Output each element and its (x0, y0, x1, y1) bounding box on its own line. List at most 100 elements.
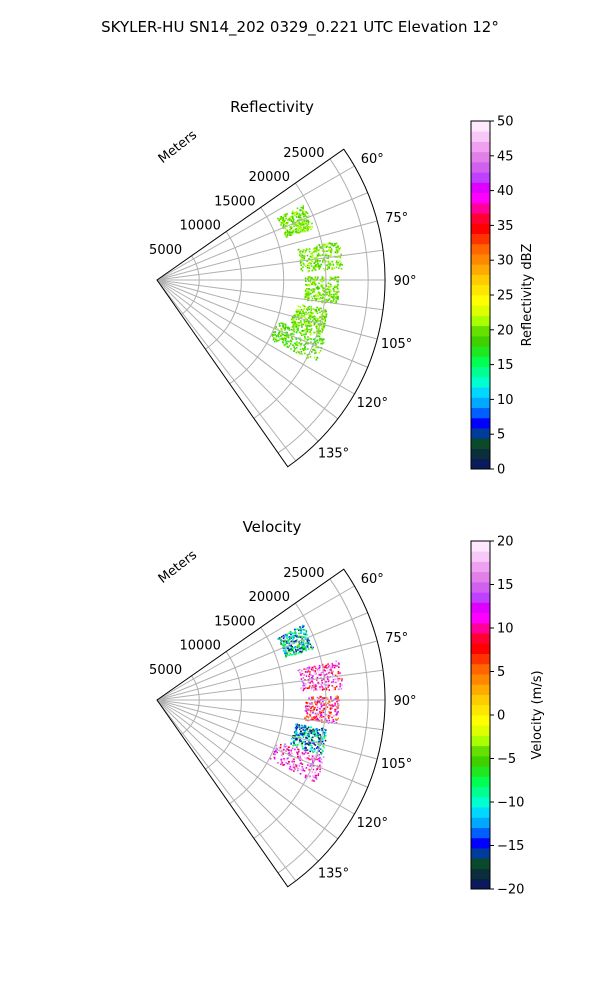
echo-gate (292, 741, 295, 744)
echo-gate (287, 346, 290, 349)
colorbar-segment (471, 274, 490, 286)
echo-gate (307, 228, 309, 230)
echo-gate (328, 664, 331, 667)
echo-gate (286, 342, 288, 345)
echo-gate (298, 739, 301, 741)
echo-gate (313, 267, 315, 269)
echo-gate (293, 766, 295, 769)
echo-gate (322, 715, 325, 718)
echo-gate (321, 254, 324, 256)
echo-gate (310, 329, 312, 331)
radial-gridline (156, 585, 355, 701)
echo-gate (291, 316, 294, 319)
echo-gate (309, 337, 311, 340)
echo-gate (318, 308, 320, 311)
echo-gate (283, 326, 286, 328)
echo-gate (301, 323, 303, 325)
echo-gate (286, 642, 288, 644)
echo-gate (334, 704, 337, 707)
echo-gate (306, 229, 309, 232)
echo-gate (282, 218, 285, 221)
echo-gate (321, 719, 323, 721)
echo-gate (307, 644, 309, 646)
echo-gate (316, 324, 318, 326)
echo-gate (288, 768, 291, 770)
echo-gate (314, 728, 316, 731)
echo-gate (286, 332, 289, 334)
echo-gate (321, 342, 324, 345)
echo-gate (283, 636, 286, 638)
echo-gate (306, 757, 309, 759)
echo-gate (316, 702, 318, 704)
echo-gate (311, 283, 313, 285)
echo-gate (288, 642, 290, 645)
echo-gate (301, 256, 304, 259)
echo-gate (293, 323, 296, 325)
echo-gate (290, 749, 293, 752)
echo-gate (302, 315, 304, 318)
echo-gate (339, 263, 342, 266)
echo-gate (319, 330, 321, 333)
echo-gate (316, 245, 318, 248)
echo-gate (288, 751, 290, 754)
echo-gate (288, 761, 290, 763)
colorbar-segment (471, 254, 490, 265)
echo-gate (293, 349, 296, 351)
echo-gate (313, 665, 316, 668)
echo-gate (316, 701, 318, 703)
echo-gate (309, 356, 312, 358)
echo-gate (337, 707, 339, 709)
range-tick-label: 10000 (180, 639, 221, 654)
echo-gate (296, 628, 299, 630)
echo-gate (288, 648, 291, 651)
echo-gate (305, 705, 307, 708)
echo-gate (322, 324, 325, 327)
colorbar-segment (471, 325, 490, 337)
echo-gate (319, 247, 322, 249)
colorbar-segment (471, 776, 490, 788)
echo-gate (323, 666, 325, 668)
colorbar-tick-label: 0 (497, 463, 505, 478)
echo-gate (340, 688, 343, 690)
echo-gate (305, 705, 307, 707)
echo-gate (316, 294, 319, 296)
echo-gate (327, 702, 329, 705)
echo-gate (293, 213, 296, 216)
echo-gate (294, 646, 296, 648)
echo-gate (304, 337, 307, 340)
echo-gate (281, 754, 283, 756)
echo-gate (307, 284, 309, 287)
echo-gate (290, 748, 293, 751)
radial-gridline (156, 165, 355, 281)
echo-gate (294, 315, 296, 317)
echo-gate (284, 336, 286, 338)
echo-gate (300, 351, 303, 353)
echo-gate (330, 681, 333, 683)
echo-gate (318, 754, 321, 756)
echo-gate (289, 648, 292, 650)
echo-gate (334, 718, 337, 720)
echo-gate (295, 331, 298, 334)
echo-gate (321, 740, 324, 743)
echo-gate (302, 646, 304, 648)
echo-gate (303, 315, 305, 317)
echo-gate (293, 636, 295, 639)
velocity-radial-axis-label: Meters (156, 548, 200, 587)
echo-gate (300, 227, 302, 229)
echo-gate (328, 665, 330, 668)
echo-gate (291, 766, 294, 768)
echo-gate (307, 348, 309, 350)
colorbar-tick-label: 50 (497, 115, 514, 130)
echo-gate (315, 747, 318, 749)
echo-gate (298, 223, 301, 225)
echo-gate (282, 326, 285, 328)
echo-gate (313, 731, 315, 733)
echo-gate (335, 256, 337, 258)
echo-gate (274, 331, 277, 333)
echo-gate (332, 670, 334, 673)
echo-gate (298, 216, 300, 219)
echo-gate (319, 674, 321, 676)
echo-gate (318, 757, 320, 760)
echo-gate (320, 711, 323, 714)
echo-gate (293, 632, 296, 634)
